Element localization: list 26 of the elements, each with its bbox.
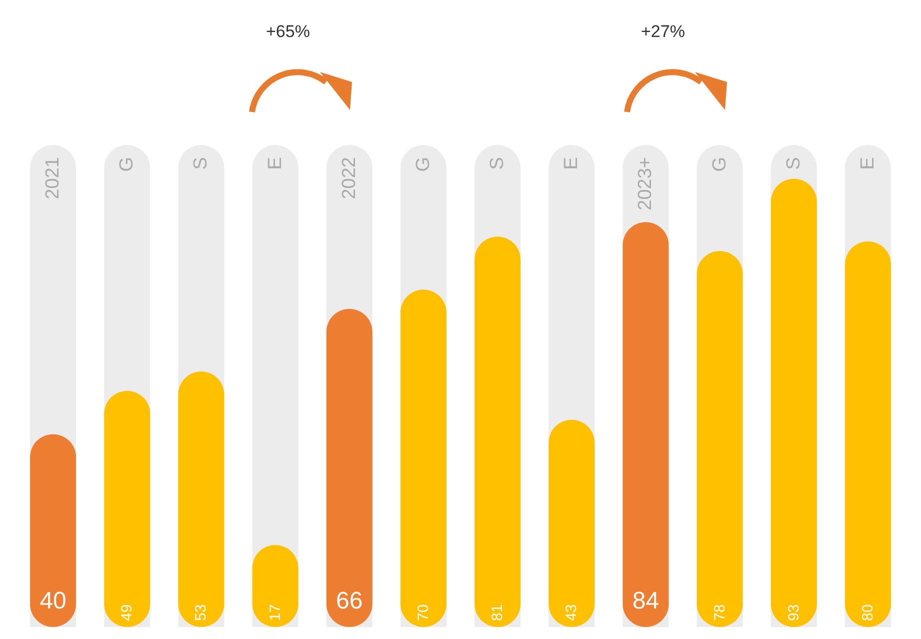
text: +27% bbox=[641, 22, 685, 41]
x-tick-label: 2023+ bbox=[635, 157, 656, 210]
x-tick-label: S bbox=[487, 157, 508, 170]
x-tick-label: 2021 bbox=[42, 157, 64, 200]
data-label: 49 bbox=[118, 604, 136, 621]
x-tick-label: E bbox=[561, 157, 582, 170]
x-tick-label: G bbox=[412, 157, 434, 172]
x-tick-label: 2022 bbox=[338, 157, 360, 200]
data-label: 53 bbox=[192, 604, 210, 621]
x-tick-label: E bbox=[857, 157, 878, 170]
data-label: 81 bbox=[489, 604, 506, 621]
data-label: 78 bbox=[711, 604, 728, 621]
data-label: 80 bbox=[859, 604, 876, 621]
data-label: 66 bbox=[336, 588, 363, 614]
x-tick-label: E bbox=[264, 157, 286, 170]
data-label: 70 bbox=[414, 604, 432, 621]
x-tick-label: S bbox=[783, 157, 804, 170]
text: +65% bbox=[266, 22, 310, 41]
data-label: 43 bbox=[563, 604, 580, 621]
data-label: 17 bbox=[266, 604, 284, 621]
data-label: 84 bbox=[632, 588, 660, 614]
x-tick-label: S bbox=[190, 157, 212, 170]
data-label: 40 bbox=[40, 588, 66, 614]
x-tick-label: G bbox=[709, 157, 730, 172]
data-label: 93 bbox=[785, 604, 802, 621]
x-tick-label: G bbox=[116, 157, 138, 172]
